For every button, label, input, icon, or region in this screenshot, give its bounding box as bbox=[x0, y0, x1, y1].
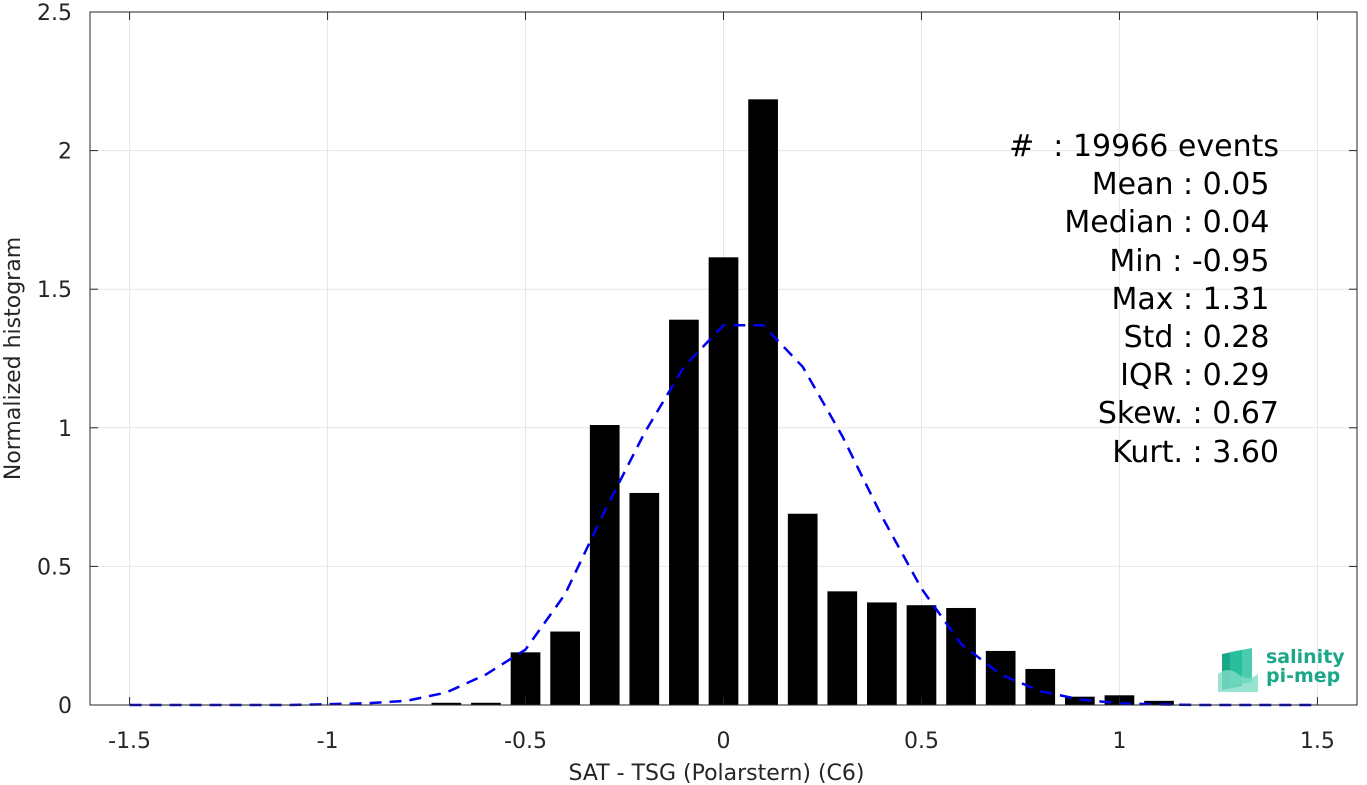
stat-line-0: # : 19966 events bbox=[1009, 129, 1279, 164]
bar-14 bbox=[946, 607, 976, 705]
histogram-bars bbox=[391, 99, 1174, 706]
x-tick-label: 0.5 bbox=[904, 729, 939, 754]
wave-icon bbox=[1218, 648, 1258, 692]
logo-line-2: pi-mep bbox=[1266, 665, 1341, 687]
x-axis-label: SAT - TSG (Polarstern) (C6) bbox=[568, 761, 864, 785]
bar-13 bbox=[906, 605, 937, 705]
logo-text: salinity pi-mep bbox=[1266, 648, 1345, 686]
stat-line-3: Min : -0.95 bbox=[1109, 243, 1279, 279]
bar-7 bbox=[669, 319, 699, 705]
bar-3 bbox=[510, 652, 541, 705]
bar-11 bbox=[827, 591, 858, 705]
bar-1 bbox=[431, 702, 462, 705]
stat-line-7: Skew. : 0.67 bbox=[1097, 396, 1279, 432]
bar-8 bbox=[708, 257, 739, 705]
y-tick-label: 0.5 bbox=[37, 555, 72, 580]
stat-line-8: Kurt. : 3.60 bbox=[1112, 434, 1279, 470]
y-tick-label: 1 bbox=[58, 417, 72, 442]
x-tick-label: 0 bbox=[717, 729, 731, 754]
stat-line-1: Mean : 0.05 bbox=[1091, 167, 1279, 203]
axis-ticks: -1.5 -1 -0.5 0 0.5 1 1.5 0 0.5 1 1.5 2 2.5 bbox=[37, 1, 1357, 754]
y-tick-label: 2 bbox=[58, 140, 72, 165]
salinity-pi-mep-logo: salinity pi-mep bbox=[1216, 646, 1346, 694]
stat-line-6: IQR : 0.29 bbox=[1120, 358, 1279, 394]
y-tick-label: 0 bbox=[58, 694, 72, 719]
bar-2 bbox=[471, 702, 501, 705]
bar-12 bbox=[867, 602, 897, 705]
bar-5 bbox=[589, 425, 620, 705]
x-tick-label: 1 bbox=[1112, 729, 1126, 754]
x-tick-label: -1.5 bbox=[108, 729, 151, 754]
x-tick-label: -1 bbox=[317, 729, 339, 754]
bar-4 bbox=[550, 631, 580, 705]
logo-line-1: salinity bbox=[1266, 646, 1345, 668]
bar-6 bbox=[629, 492, 660, 705]
x-tick-label: 1.5 bbox=[1300, 729, 1335, 754]
y-tick-label: 2.5 bbox=[37, 1, 72, 26]
statistics-box: # : 19966 events Mean : 0.05 Median : 0.0… bbox=[1009, 128, 1279, 472]
stat-line-2: Median : 0.04 bbox=[1064, 205, 1279, 241]
stat-line-5: Std : 0.28 bbox=[1123, 320, 1279, 356]
bar-10 bbox=[787, 513, 818, 705]
y-axis-label: Normalized histogram bbox=[1, 237, 26, 480]
y-tick-label: 1.5 bbox=[37, 278, 72, 303]
bar-9 bbox=[748, 99, 778, 706]
bar-17 bbox=[1064, 696, 1095, 705]
bar-19 bbox=[1144, 700, 1174, 705]
x-tick-label: -0.5 bbox=[504, 729, 547, 754]
stat-line-4: Max : 1.31 bbox=[1111, 281, 1279, 317]
